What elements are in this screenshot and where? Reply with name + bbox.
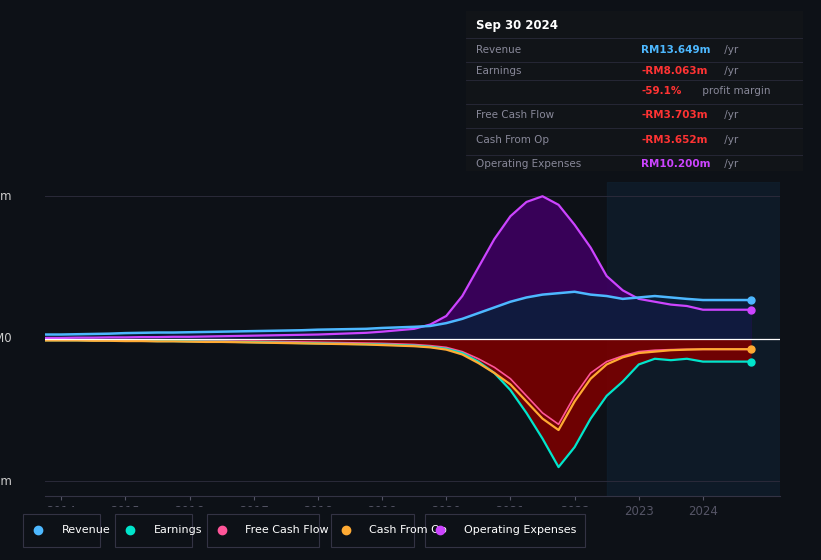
Text: RM10.200m: RM10.200m (641, 160, 711, 170)
Bar (607, 182, 780, 496)
Text: Cash From Op: Cash From Op (369, 525, 447, 535)
Text: /yr: /yr (722, 160, 739, 170)
Text: Earnings: Earnings (476, 66, 522, 76)
Text: Cash From Op: Cash From Op (476, 136, 549, 146)
Text: Operating Expenses: Operating Expenses (464, 525, 576, 535)
Text: -RM8.063m: -RM8.063m (641, 66, 708, 76)
Text: /yr: /yr (722, 136, 739, 146)
Text: Earnings: Earnings (154, 525, 202, 535)
Text: RM13.649m: RM13.649m (641, 44, 711, 54)
Text: Revenue: Revenue (62, 525, 111, 535)
Text: RM0: RM0 (0, 332, 12, 346)
Text: Operating Expenses: Operating Expenses (476, 160, 581, 170)
Text: Free Cash Flow: Free Cash Flow (245, 525, 328, 535)
Text: Free Cash Flow: Free Cash Flow (476, 110, 554, 120)
Text: -59.1%: -59.1% (641, 86, 681, 96)
Text: /yr: /yr (722, 66, 739, 76)
Text: -RM3.652m: -RM3.652m (641, 136, 708, 146)
Text: profit margin: profit margin (699, 86, 771, 96)
Text: Revenue: Revenue (476, 44, 521, 54)
Text: -RM3.703m: -RM3.703m (641, 110, 708, 120)
Text: /yr: /yr (722, 110, 739, 120)
Text: -RM50m: -RM50m (0, 475, 12, 488)
Text: Sep 30 2024: Sep 30 2024 (476, 19, 558, 32)
Text: RM50m: RM50m (0, 190, 12, 203)
Text: /yr: /yr (722, 44, 739, 54)
